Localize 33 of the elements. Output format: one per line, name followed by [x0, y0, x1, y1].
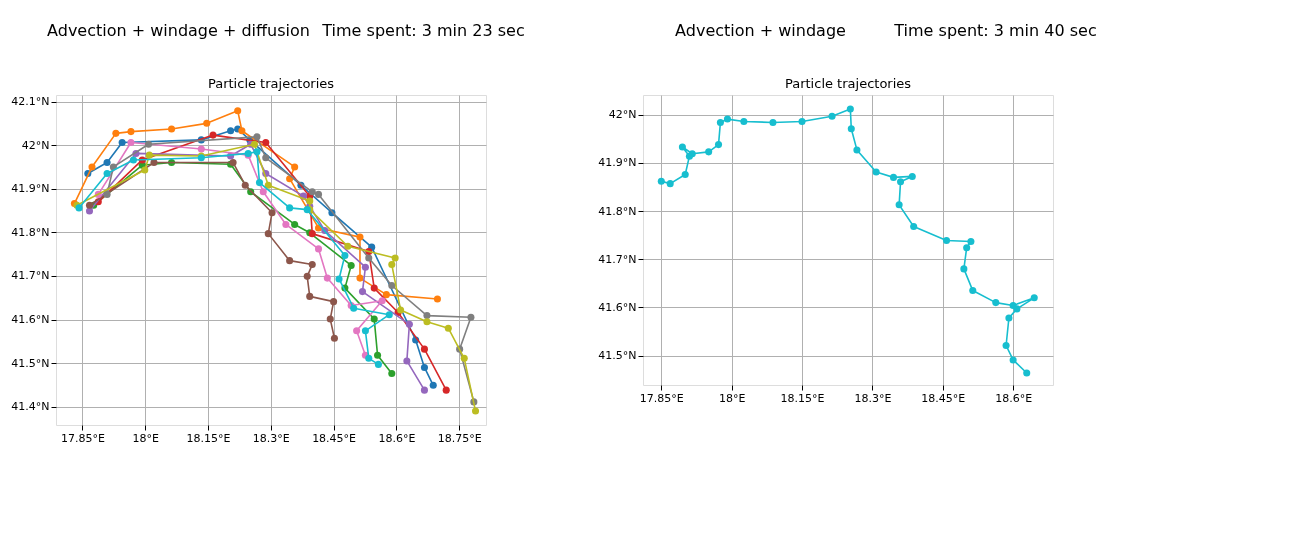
- x-tick-label: 18.15°E: [780, 391, 825, 405]
- x-tick-label: 18.3°E: [854, 391, 892, 405]
- y-tick-label: 41.5°N: [598, 349, 637, 363]
- x-tick-label: 17.85°E: [60, 431, 105, 445]
- text: Time spent: 3 min 40 sec: [893, 21, 1097, 40]
- x-tick-label: 18.6°E: [378, 431, 416, 445]
- x-tick-label: 18.45°E: [921, 391, 966, 405]
- y-tick-label: 41.9°N: [11, 182, 50, 196]
- y-tick-label: 41.6°N: [598, 300, 637, 314]
- chart-title: Particle trajectories: [784, 76, 912, 91]
- y-tick-label: 42.1°N: [11, 95, 50, 109]
- y-tick-label: 41.7°N: [11, 269, 50, 283]
- x-tick-label: 18°E: [718, 391, 746, 405]
- y-tick-label: 41.6°N: [11, 313, 50, 326]
- y-tick-label: 42°N: [608, 108, 637, 122]
- y-tick-label: 41.8°N: [598, 204, 637, 218]
- x-tick-label: 18°E: [132, 431, 159, 445]
- chart-title: Particle trajectories: [207, 76, 335, 91]
- x-tick-label: 17.85°E: [639, 391, 684, 405]
- y-tick-label: 41.4°N: [11, 400, 50, 414]
- x-tick-label: 18.45°E: [312, 431, 357, 445]
- y-tick-label: 41.9°N: [598, 156, 637, 170]
- y-tick-label: 42°N: [21, 138, 50, 152]
- text: Time spent: 3 min 23 sec: [321, 21, 525, 40]
- y-tick-label: 41.8°N: [11, 225, 50, 239]
- y-tick-label: 41.7°N: [598, 252, 637, 266]
- x-tick-label: 18.75°E: [437, 431, 482, 445]
- x-tick-label: 18.15°E: [186, 431, 231, 445]
- y-tick-label: 41.5°N: [11, 356, 50, 370]
- text: Advection + windage + diffusion: [47, 21, 310, 40]
- text: Advection + windage: [675, 21, 846, 40]
- x-tick-label: 18.3°E: [252, 431, 290, 445]
- x-tick-label: 18.6°E: [995, 391, 1033, 405]
